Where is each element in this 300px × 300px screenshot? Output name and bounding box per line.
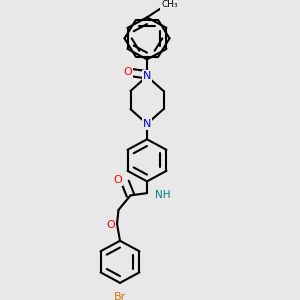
Text: O: O bbox=[106, 220, 115, 230]
Text: N: N bbox=[143, 119, 151, 129]
Text: Br: Br bbox=[114, 292, 126, 300]
Text: CH₃: CH₃ bbox=[161, 0, 178, 9]
Text: O: O bbox=[113, 175, 122, 185]
Text: NH: NH bbox=[155, 190, 171, 200]
Text: O: O bbox=[123, 67, 132, 77]
Text: N: N bbox=[143, 71, 151, 81]
